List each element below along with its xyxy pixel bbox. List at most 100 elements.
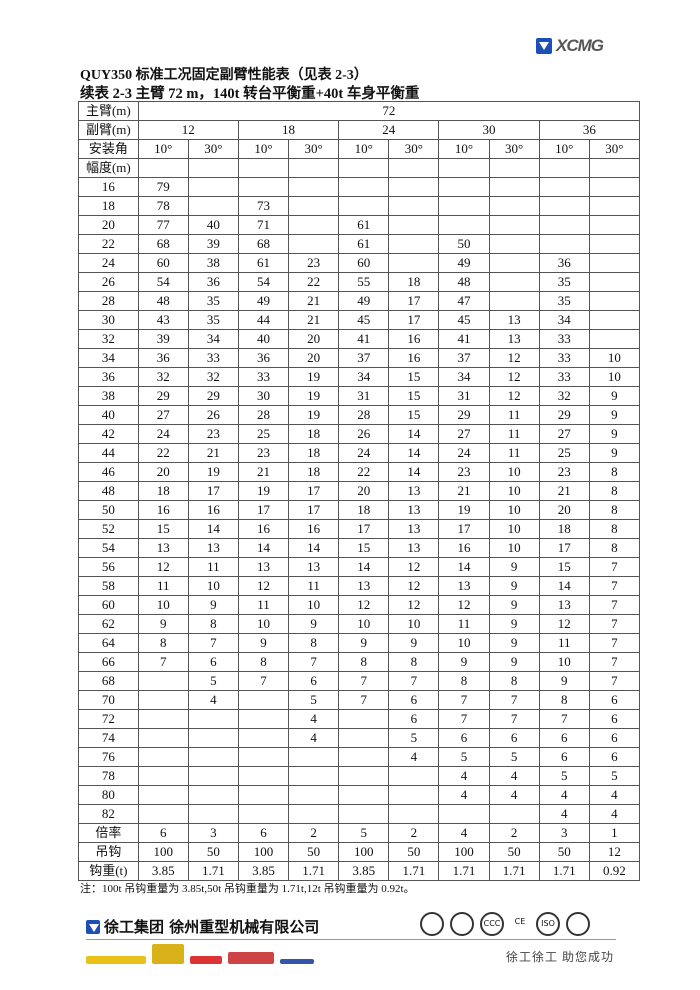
radius-cell: 42 <box>78 424 139 444</box>
row-label: 主臂(m) <box>78 101 139 121</box>
capacity-cell: 21 <box>438 481 490 501</box>
table-cell: 50 <box>538 842 590 862</box>
divider <box>86 939 616 940</box>
radius-cell: 44 <box>78 443 139 463</box>
capacity-cell: 10 <box>388 614 440 634</box>
note: 注：100t 吊钩重量为 3.85t,50t 吊钩重量为 1.71t,12t 吊… <box>80 883 415 895</box>
capacity-cell: 20 <box>338 481 390 501</box>
capacity-cell: 29 <box>187 386 239 406</box>
capacity-cell <box>137 671 189 691</box>
capacity-cell: 7 <box>538 709 590 729</box>
capacity-cell: 15 <box>338 538 390 558</box>
capacity-cell: 14 <box>338 557 390 577</box>
table-row: 36 32 32 33 19 34 15 34 12 33 10 <box>78 367 641 387</box>
capacity-cell: 24 <box>338 443 390 463</box>
capacity-cell: 16 <box>438 538 490 558</box>
load-chart-table: 主臂(m) 72 副臂(m) 12 18 24 30 36 安装角 10° 30° 10° 30° 10°… <box>78 101 641 881</box>
capacity-cell: 24 <box>438 443 490 463</box>
table-cell: 12 <box>588 842 641 862</box>
capacity-cell: 4 <box>588 785 641 805</box>
capacity-cell <box>288 785 340 805</box>
empty-cell <box>338 158 390 178</box>
capacity-cell: 13 <box>288 557 340 577</box>
capacity-cell <box>237 690 290 710</box>
capacity-cell: 12 <box>388 557 440 577</box>
table-cell: 100 <box>137 842 189 862</box>
capacity-cell: 41 <box>438 329 490 349</box>
table-row: 22 68 39 68 61 50 <box>78 234 641 254</box>
capacity-cell: 36 <box>237 348 290 368</box>
capacity-cell <box>237 728 290 748</box>
capacity-cell <box>187 785 239 805</box>
capacity-cell: 17 <box>438 519 490 539</box>
capacity-cell <box>388 804 440 824</box>
capacity-cell: 9 <box>588 424 641 444</box>
table-cell: 1.71 <box>288 861 340 881</box>
capacity-cell <box>288 804 340 824</box>
capacity-cell: 22 <box>137 443 189 463</box>
capacity-cell: 17 <box>237 500 290 520</box>
capacity-cell <box>488 177 540 197</box>
capacity-cell: 4 <box>488 785 540 805</box>
capacity-cell: 27 <box>538 424 590 444</box>
capacity-cell <box>187 728 239 748</box>
empty-cell <box>288 158 340 178</box>
iso-mark-icon: ISO <box>536 912 560 936</box>
capacity-cell: 25 <box>538 443 590 463</box>
table-cell: 50 <box>288 842 340 862</box>
capacity-cell: 14 <box>288 538 340 558</box>
radius-cell: 82 <box>78 804 139 824</box>
capacity-cell: 7 <box>137 652 189 672</box>
capacity-cell: 10 <box>438 633 490 653</box>
table-row: 54 13 13 14 14 15 13 16 10 17 8 <box>78 538 641 558</box>
empty-cell <box>137 158 189 178</box>
capacity-cell: 6 <box>538 747 590 767</box>
seal-3-mark-icon <box>566 912 590 936</box>
capacity-cell: 12 <box>237 576 290 596</box>
capacity-cell: 13 <box>237 557 290 577</box>
capacity-cell: 7 <box>588 576 641 596</box>
empty-cell <box>488 158 540 178</box>
capacity-cell <box>137 785 189 805</box>
capacity-cell <box>338 709 390 729</box>
capacity-cell: 16 <box>237 519 290 539</box>
capacity-cell <box>288 177 340 197</box>
angle-header: 10° <box>438 139 490 159</box>
capacity-cell: 6 <box>538 728 590 748</box>
capacity-cell <box>388 196 440 216</box>
capacity-cell: 27 <box>438 424 490 444</box>
capacity-cell <box>187 804 239 824</box>
ccc-mark-icon: CCC <box>480 912 504 936</box>
table-cell: 1.71 <box>187 861 239 881</box>
capacity-cell <box>488 234 540 254</box>
capacity-cell: 6 <box>388 690 440 710</box>
capacity-cell: 31 <box>438 386 490 406</box>
capacity-cell: 78 <box>137 196 189 216</box>
footer-company: 徐工集团 徐州重型机械有限公司 <box>86 916 319 937</box>
capacity-cell: 8 <box>588 519 641 539</box>
capacity-cell: 7 <box>237 671 290 691</box>
capacity-cell <box>588 196 641 216</box>
capacity-cell: 39 <box>137 329 189 349</box>
xcmg-logo-icon <box>86 919 100 934</box>
row-label: 安装角 <box>78 139 139 159</box>
capacity-cell: 34 <box>338 367 390 387</box>
capacity-cell: 13 <box>388 500 440 520</box>
ce-mark-icon: CE <box>514 917 526 926</box>
capacity-cell <box>488 215 540 235</box>
capacity-cell: 14 <box>538 576 590 596</box>
capacity-cell <box>588 234 641 254</box>
capacity-cell: 5 <box>488 747 540 767</box>
table-row: 78 4 4 5 5 <box>78 766 641 786</box>
capacity-cell: 50 <box>438 234 490 254</box>
capacity-cell <box>438 215 490 235</box>
radius-cell: 46 <box>78 462 139 482</box>
capacity-cell: 10 <box>588 348 641 368</box>
capacity-cell: 54 <box>137 272 189 292</box>
radius-cell: 78 <box>78 766 139 786</box>
table-row: 48 18 17 19 17 20 13 21 10 21 8 <box>78 481 641 501</box>
capacity-cell: 77 <box>137 215 189 235</box>
table-row: 44 22 21 23 18 24 14 24 11 25 9 <box>78 443 641 463</box>
main-boom-row: 主臂(m) 72 <box>78 101 641 121</box>
